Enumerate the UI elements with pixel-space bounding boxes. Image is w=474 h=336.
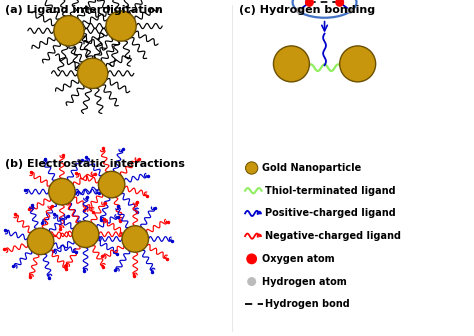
Circle shape [347, 8, 353, 13]
Text: Negative-charged ligand: Negative-charged ligand [265, 231, 401, 241]
Circle shape [98, 171, 125, 198]
Text: Gold Nanoparticle: Gold Nanoparticle [262, 163, 361, 173]
Circle shape [336, 0, 344, 6]
Circle shape [248, 278, 255, 285]
Circle shape [122, 226, 148, 252]
Circle shape [27, 228, 54, 255]
Circle shape [340, 46, 376, 82]
Circle shape [73, 221, 99, 248]
Text: Hydrogen bond: Hydrogen bond [265, 299, 350, 309]
Circle shape [106, 11, 136, 41]
Circle shape [246, 162, 258, 174]
Text: (c) Hydrogen bonding: (c) Hydrogen bonding [239, 5, 375, 15]
Text: Positive-charged ligand: Positive-charged ligand [265, 208, 396, 218]
Text: Thiol-terminated ligand: Thiol-terminated ligand [265, 186, 395, 196]
Circle shape [247, 254, 256, 264]
Circle shape [306, 0, 313, 6]
Circle shape [49, 178, 75, 205]
Circle shape [296, 8, 301, 13]
Circle shape [54, 15, 84, 46]
Circle shape [78, 58, 108, 88]
Text: (b) Electrostatic interactions: (b) Electrostatic interactions [5, 159, 185, 169]
Text: Oxygen atom: Oxygen atom [262, 254, 334, 264]
Text: (a) Ligand interdigitation: (a) Ligand interdigitation [5, 5, 163, 15]
Text: Hydrogen atom: Hydrogen atom [262, 277, 346, 287]
Circle shape [273, 46, 310, 82]
